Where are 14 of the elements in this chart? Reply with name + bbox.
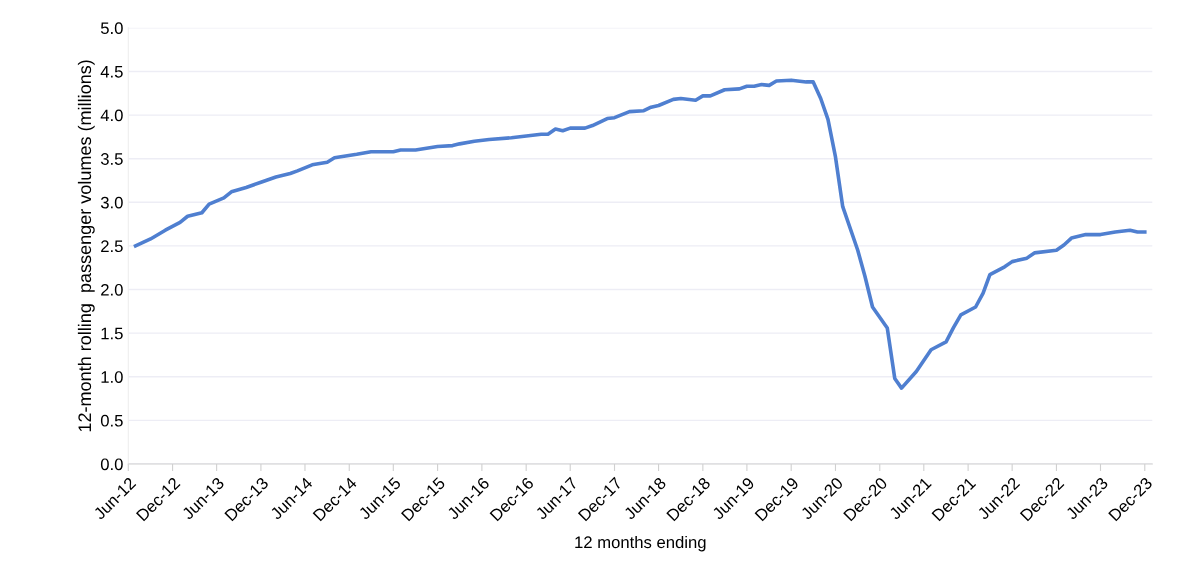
- line-series: [133, 78, 1147, 390]
- y-tick-label: 2.5: [101, 240, 123, 253]
- y-tick-label: 5.0: [100, 22, 123, 35]
- y-tick-label: 3.5: [100, 153, 123, 165]
- y-tick-label: 3.0: [100, 196, 123, 209]
- y-tick-label: 0.0: [100, 458, 123, 471]
- y-tick-label: 1.0: [101, 371, 123, 383]
- y-tick-label: 4.5: [100, 66, 123, 78]
- y-tick-label: 4.0: [100, 109, 123, 122]
- x-axis-title: 12 months ending: [575, 535, 706, 552]
- y-tick-label: 2.0: [101, 283, 123, 296]
- y-tick-label: 0.5: [100, 414, 123, 427]
- y-tick-label: 1.5: [101, 327, 123, 340]
- y-axis-title: 12-month rolling passenger volumes (millions): [77, 60, 95, 432]
